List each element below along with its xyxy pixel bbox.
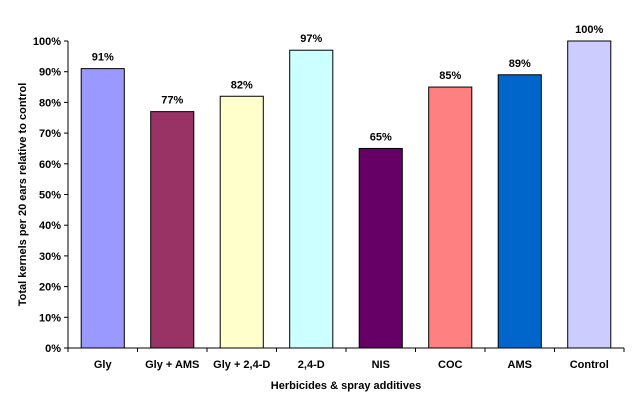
x-category-label: COC — [438, 359, 463, 371]
y-tick-label: 20% — [39, 282, 61, 294]
x-category-label: Gly + 2,4-D — [213, 359, 270, 371]
x-category-label: Control — [570, 359, 609, 371]
bar — [150, 111, 195, 349]
x-category-label: Gly + AMS — [145, 359, 199, 371]
bar — [358, 147, 403, 349]
bar — [567, 40, 612, 349]
x-axis-category-labels: Gly Gly + AMS Gly + 2,4-D 2,4-D NIS COC AMS Con… — [94, 359, 609, 371]
y-tick-label: 40% — [39, 220, 61, 232]
bar — [428, 86, 473, 349]
x-category-label: Gly — [94, 359, 113, 371]
y-tick-label: 10% — [39, 312, 61, 324]
y-tick-label: 60% — [39, 159, 61, 171]
data-label: 91% — [92, 52, 114, 64]
x-category-label: NIS — [372, 359, 390, 371]
y-tick-label: 70% — [39, 128, 61, 140]
data-label: 100% — [575, 24, 603, 36]
bar — [497, 74, 542, 349]
y-axis-title: Total kernels per 20 ears relative to co… — [17, 83, 29, 307]
bar — [219, 95, 264, 349]
data-label: 65% — [370, 131, 392, 143]
y-tick-label: 0% — [45, 343, 61, 355]
x-category-label: AMS — [508, 359, 532, 371]
bar — [289, 49, 334, 349]
data-label: 89% — [509, 58, 531, 70]
y-tick-label: 90% — [39, 67, 61, 79]
x-category-label: 2,4-D — [298, 359, 325, 371]
data-label: 85% — [439, 70, 461, 82]
bar — [80, 68, 125, 349]
y-tick-label: 100% — [33, 36, 61, 48]
data-label: 97% — [300, 33, 322, 45]
y-tick-label: 30% — [39, 251, 61, 263]
y-tick-label: 50% — [39, 190, 61, 202]
y-axis-ticks: 0% 10% 20% 30% 40% 50% 60% 70% 80% 90% 100% — [33, 36, 625, 355]
y-tick-label: 80% — [39, 97, 61, 109]
x-axis-title: Herbicides & spray additives — [271, 380, 421, 392]
data-label: 77% — [161, 95, 183, 107]
data-labels: 91% 77% 82% 97% 65% 85% 89% 100% — [92, 24, 604, 143]
data-label: 82% — [231, 79, 253, 91]
bars — [80, 40, 612, 349]
